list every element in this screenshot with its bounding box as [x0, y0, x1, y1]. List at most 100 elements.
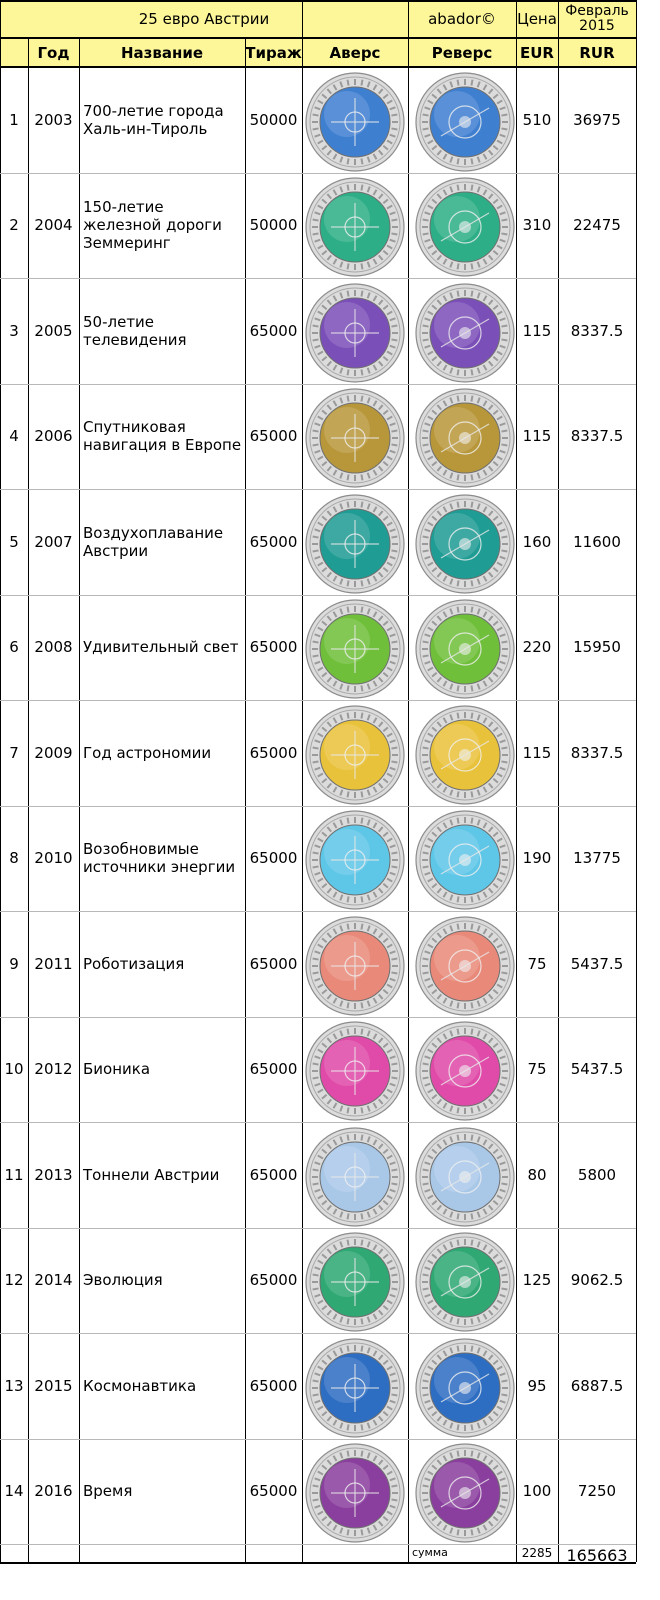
row-price-eur: 220 [522, 638, 552, 657]
row-number: 2 [9, 216, 19, 235]
row-name: 700-летие города Халь-ин-Тироль [83, 101, 224, 138]
row-price-eur: 95 [527, 1376, 547, 1395]
row-price-eur: 80 [527, 1165, 547, 1184]
row-mintage: 65000 [249, 1060, 298, 1079]
coin-obverse-image [305, 1232, 405, 1332]
coin-reverse-image [415, 705, 515, 805]
row-number: 7 [9, 743, 19, 762]
row-year: 2007 [34, 532, 73, 551]
coin-reverse-image [415, 810, 515, 910]
grid-column-line [636, 0, 637, 1562]
row-price-rur: 6887.5 [570, 1376, 624, 1395]
coin-obverse-image [305, 916, 405, 1016]
coin-obverse-image [305, 388, 405, 488]
grid-column-line [245, 38, 246, 1562]
price-header: Цена [516, 0, 558, 38]
row-mintage: 65000 [249, 743, 298, 762]
row-price-eur: 75 [527, 954, 547, 973]
row-price-rur: 22475 [573, 216, 621, 235]
grid-column-line [516, 0, 517, 1562]
row-year: 2005 [34, 321, 73, 340]
grid-row-line [0, 1333, 636, 1334]
row-price-eur: 115 [522, 427, 552, 446]
row-price-eur: 125 [522, 1271, 552, 1290]
row-number: 12 [4, 1271, 24, 1290]
coin-reverse-image [415, 1443, 515, 1543]
row-year: 2003 [34, 110, 73, 129]
grid-row-line [0, 1228, 636, 1229]
grid-column-line [558, 0, 559, 1562]
row-name: 150-летие железной дороги Земмеринг [83, 198, 222, 253]
row-mintage: 65000 [249, 849, 298, 868]
row-number: 9 [9, 954, 19, 973]
column-header-mintage: Тираж [245, 38, 302, 67]
row-price-rur: 15950 [573, 638, 621, 657]
row-name: Тоннели Австрии [83, 1165, 220, 1184]
grid-row-line [0, 1122, 636, 1123]
row-number: 1 [9, 110, 19, 129]
grid-row-line [0, 489, 636, 490]
coin-obverse-image [305, 283, 405, 383]
row-price-rur: 5437.5 [570, 1060, 624, 1079]
grid-column-line [408, 0, 409, 1562]
row-price-rur: 5800 [577, 1165, 617, 1184]
footer-eur-total: 2285 [521, 1546, 553, 1560]
row-name: Эволюция [83, 1271, 163, 1290]
row-price-rur: 7250 [577, 1482, 617, 1501]
row-year: 2012 [34, 1060, 73, 1079]
grid-row-line [0, 0, 636, 2]
coin-obverse-image [305, 1338, 405, 1438]
coin-reverse-image [415, 1127, 515, 1227]
coin-obverse-image [305, 177, 405, 277]
coin-reverse-image [415, 1338, 515, 1438]
grid-column-line [0, 0, 1, 1562]
row-year: 2015 [34, 1376, 73, 1395]
row-year: 2004 [34, 216, 73, 235]
row-price-rur: 8337.5 [570, 743, 624, 762]
row-number: 3 [9, 321, 19, 340]
column-header-year: Год [28, 38, 79, 67]
grid-row-line [0, 173, 636, 174]
coin-obverse-image [305, 1127, 405, 1227]
row-mintage: 50000 [249, 110, 298, 129]
row-name: Бионика [83, 1060, 151, 1079]
coin-reverse-image [415, 1021, 515, 1121]
row-year: 2013 [34, 1165, 73, 1184]
row-number: 14 [4, 1482, 24, 1501]
column-header-eur: EUR [516, 38, 558, 67]
row-number: 4 [9, 427, 19, 446]
row-year: 2010 [34, 849, 73, 868]
coin-obverse-image [305, 1021, 405, 1121]
row-number: 5 [9, 532, 19, 551]
row-number: 11 [4, 1165, 24, 1184]
row-mintage: 65000 [249, 532, 298, 551]
row-year: 2006 [34, 427, 73, 446]
coin-obverse-image [305, 72, 405, 172]
row-mintage: 65000 [249, 1271, 298, 1290]
row-year: 2008 [34, 638, 73, 657]
row-year: 2009 [34, 743, 73, 762]
footer-rur-total: 165663 [566, 1546, 628, 1565]
column-header-num [0, 38, 28, 67]
coin-reverse-image [415, 494, 515, 594]
row-name: Год астрономии [83, 743, 212, 762]
row-mintage: 65000 [249, 1482, 298, 1501]
row-name: 50-летие телевидения [83, 312, 187, 349]
grid-row-line [0, 37, 636, 39]
grid-row-line [0, 1439, 636, 1440]
column-header-reverse: Реверс [408, 38, 516, 67]
row-price-eur: 510 [522, 110, 552, 129]
row-year: 2016 [34, 1482, 73, 1501]
row-number: 6 [9, 638, 19, 657]
grid-row-line [0, 384, 636, 385]
grid-row-line [0, 1544, 636, 1545]
grid-row-line [0, 66, 636, 68]
row-price-rur: 8337.5 [570, 321, 624, 340]
row-price-eur: 115 [522, 743, 552, 762]
row-mintage: 65000 [249, 1376, 298, 1395]
author-cell: abador© [408, 0, 516, 38]
grid-row-line [0, 700, 636, 701]
column-header-name: Название [79, 38, 245, 67]
row-name: Спутниковая навигация в Европе [83, 418, 242, 455]
